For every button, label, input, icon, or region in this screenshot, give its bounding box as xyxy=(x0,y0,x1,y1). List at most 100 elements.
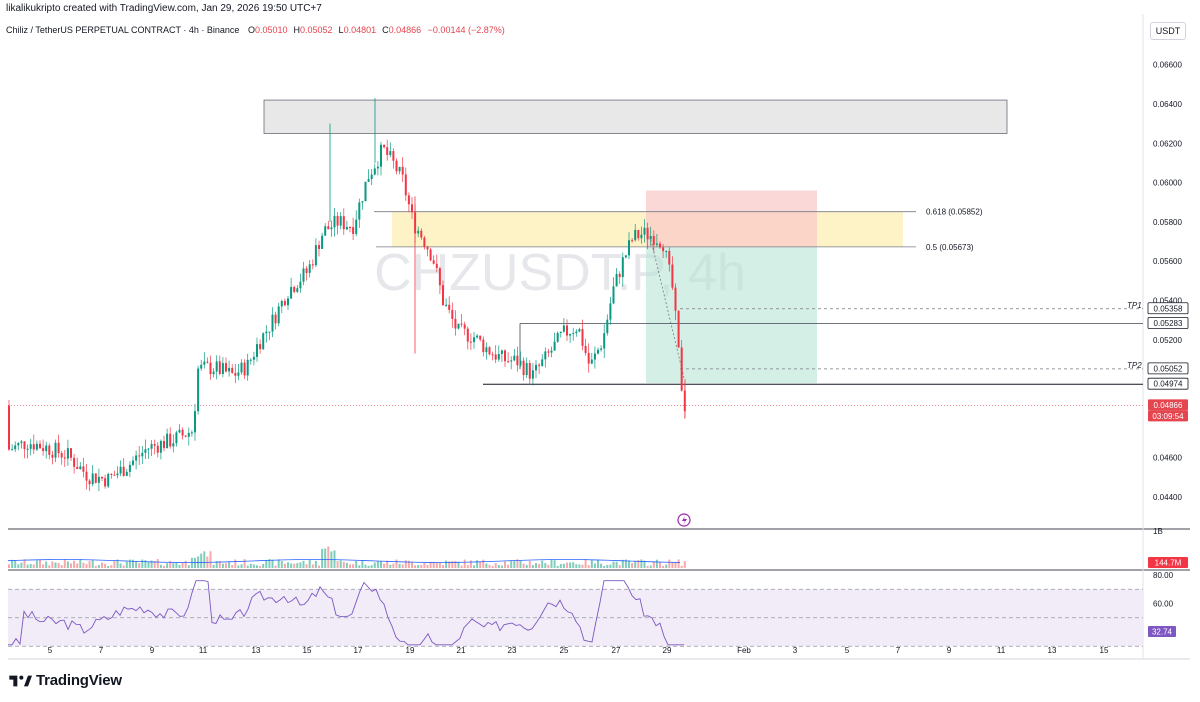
volume-bar xyxy=(181,562,184,568)
price-tick-label: 0.06400 xyxy=(1153,100,1182,109)
candle-body xyxy=(190,432,193,434)
volume-bar xyxy=(243,559,246,568)
volume-bar xyxy=(683,561,686,568)
candle-body xyxy=(411,204,413,213)
volume-bar xyxy=(318,565,320,568)
volume-bar xyxy=(411,561,413,568)
volume-bar xyxy=(584,559,587,568)
candle-body xyxy=(380,144,382,167)
candle-body xyxy=(528,363,531,379)
volume-bar xyxy=(578,564,581,568)
candle-body xyxy=(442,285,444,306)
volume-bar xyxy=(541,560,544,568)
volume-bar xyxy=(345,562,348,568)
volume-bar xyxy=(429,561,432,568)
volume-bar xyxy=(466,565,469,568)
candle-body xyxy=(358,202,361,220)
candle-body xyxy=(531,370,534,379)
volume-bar xyxy=(547,564,550,568)
time-tick-label: 21 xyxy=(457,646,466,655)
volume-bar xyxy=(70,563,72,568)
volume-bar xyxy=(290,563,293,568)
candle-body xyxy=(609,303,612,320)
volume-bar xyxy=(101,562,103,568)
candle-body xyxy=(234,372,237,376)
candle-body xyxy=(48,445,51,455)
candle-body xyxy=(404,174,407,196)
time-tick-label: 23 xyxy=(508,646,517,655)
candle-body xyxy=(128,464,131,472)
brand-name: TradingView xyxy=(36,672,122,689)
volume-bar xyxy=(544,563,547,568)
volume-bar xyxy=(631,563,634,568)
volume-bar xyxy=(113,560,116,568)
candle-body xyxy=(302,268,305,282)
volume-bar xyxy=(274,565,277,568)
candle-body xyxy=(659,243,661,248)
volume-bar xyxy=(432,561,435,568)
volume-bar xyxy=(386,560,389,568)
candle-body xyxy=(621,257,624,278)
candle-body xyxy=(361,201,364,203)
fib-level-label: 0.5 (0.05673) xyxy=(926,243,974,252)
price-axis-label: 0.05283 xyxy=(1147,317,1189,329)
volume-bar xyxy=(153,560,156,568)
rsi-tick-label: 80.00 xyxy=(1153,571,1174,580)
candle-body xyxy=(119,466,122,474)
candle-body xyxy=(308,264,311,273)
price-axis-label-text: 0.05283 xyxy=(1154,319,1183,328)
candle-body xyxy=(649,235,652,240)
volume-bar xyxy=(612,561,615,568)
supply-zone xyxy=(263,99,1008,134)
volume-bar xyxy=(11,559,14,568)
candle-body xyxy=(104,478,107,487)
volume-bar xyxy=(85,564,88,568)
volume-bar xyxy=(104,563,107,568)
volume-bar xyxy=(392,563,395,568)
candle-body xyxy=(516,355,519,366)
volume-bar xyxy=(327,546,330,568)
volume-bar xyxy=(494,563,497,568)
volume-bar xyxy=(122,565,125,568)
volume-bar xyxy=(234,559,237,568)
volume-bar xyxy=(17,564,20,568)
volume-bar xyxy=(476,560,479,568)
candle-body xyxy=(277,306,280,324)
volume-bar xyxy=(655,559,658,568)
candle-body xyxy=(584,345,587,353)
candle-body xyxy=(91,473,94,485)
volume-bar xyxy=(23,559,26,568)
candle-body xyxy=(225,363,227,372)
tradingview-logo-icon xyxy=(9,675,32,686)
volume-bar xyxy=(283,563,286,568)
candle-body xyxy=(662,247,665,252)
candle-body xyxy=(401,166,404,175)
volume-bar xyxy=(271,559,274,568)
candle-body xyxy=(256,344,258,357)
volume-bar xyxy=(463,559,466,568)
volume-bar xyxy=(159,564,162,568)
ohlc-value-c: 0.04866 xyxy=(388,25,422,35)
volume-bar xyxy=(451,560,454,568)
volume-value-text: 144.7M xyxy=(1155,559,1182,568)
candle-body xyxy=(392,151,395,161)
price-tick-label: 0.05200 xyxy=(1153,336,1182,345)
volume-bar xyxy=(237,565,240,568)
candle-body xyxy=(544,351,547,360)
ohlc-label-c: C xyxy=(382,25,389,35)
currency-selector[interactable]: USDT xyxy=(1150,22,1186,40)
tradingview-brand: TradingView xyxy=(8,672,122,689)
candle-body xyxy=(429,249,432,261)
candle-body xyxy=(497,353,500,360)
volume-bar xyxy=(488,564,491,568)
time-tick-label: 7 xyxy=(896,646,901,655)
candle-body xyxy=(336,215,339,226)
time-tick-label: 19 xyxy=(406,646,415,655)
candle-body xyxy=(218,361,221,374)
volume-bar xyxy=(634,560,637,568)
time-tick-label: 3 xyxy=(793,646,798,655)
price-axis-label-box xyxy=(1147,302,1189,315)
candle-body xyxy=(293,287,296,292)
candle-body xyxy=(8,405,10,450)
